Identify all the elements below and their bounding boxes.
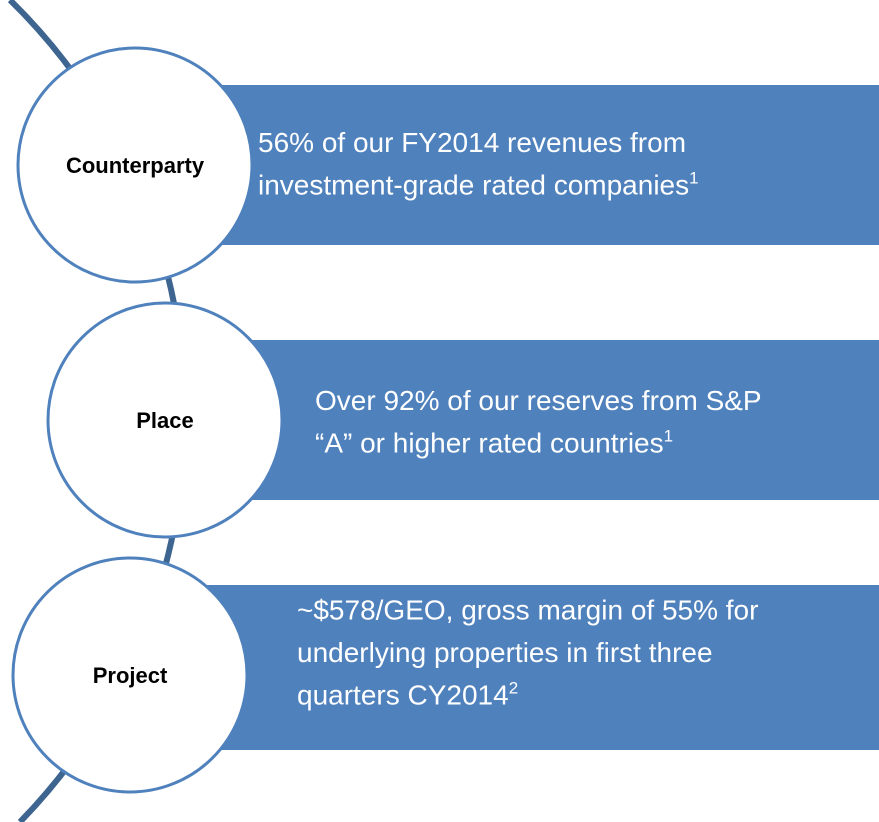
item-band: [165, 340, 879, 500]
item-circle: [16, 46, 254, 284]
item-label: Project: [93, 663, 168, 688]
item-label: Counterparty: [66, 153, 205, 178]
item-text: Over 92% of our reserves from S&P “A” or …: [315, 385, 762, 459]
item-text-line: 56% of our FY2014 revenues from: [258, 127, 686, 158]
item: Place Over 92% of our reserves from S&P “A…: [46, 301, 879, 539]
item: Project Weighted average cash cost ~$578/G…: [11, 552, 879, 794]
item-text: 56% of our FY2014 revenues from investmen…: [258, 127, 699, 201]
item-band: [130, 85, 879, 245]
footnote-mark: 1: [689, 169, 698, 188]
item-label: Place: [136, 408, 194, 433]
item-text-line: ~$578/GEO, gross margin of 55% for: [297, 595, 758, 626]
item-band: [130, 585, 879, 750]
item-text-line: “A” or higher rated countries: [315, 428, 664, 459]
footnote-mark: 1: [664, 427, 673, 446]
item-text: Weighted average cash cost ~$578/GEO, gro…: [297, 552, 758, 711]
item-text-line: quarters CY2014: [297, 680, 509, 711]
item-circle: [46, 301, 284, 539]
item-text-line: Over 92% of our reserves from S&P: [315, 385, 762, 416]
item-text-line: investment-grade rated companies: [258, 170, 689, 201]
item-text-line: underlying properties in first three: [297, 637, 713, 668]
item-circle: [11, 556, 249, 794]
item: Counterparty 56% of our FY2014 revenues f…: [16, 46, 879, 284]
items: Counterparty 56% of our FY2014 revenues f…: [11, 46, 879, 794]
item-text-line: Weighted average cash cost: [297, 552, 650, 583]
footnote-mark: 2: [509, 679, 518, 698]
